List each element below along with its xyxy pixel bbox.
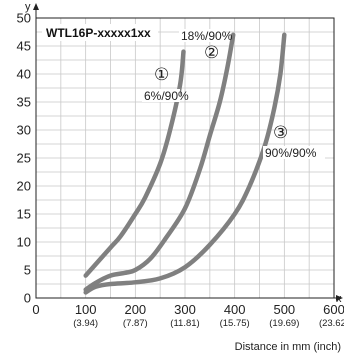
x-tick-label: 100 [75,302,97,317]
frame-layer [33,3,343,301]
x-axis-arrow [336,295,343,301]
y-tick-label: 40 [17,67,31,82]
y-tick-label: 15 [17,207,31,222]
y-axis-arrow [33,3,39,10]
y-tick-label: 45 [17,39,31,54]
y-tick-label: 5 [24,263,31,278]
x-axis-label: Distance in mm (inch) [235,341,341,353]
series-2-line [83,32,236,292]
y-tick-label: 0 [24,291,31,306]
series-2-marker: ② [204,43,219,63]
x-tick-label: 600 [323,302,344,317]
y-tick-label: 30 [17,123,31,138]
chart-title: WTL16P-xxxxx1xx [46,26,151,40]
series-3-annotation-bg [263,146,325,159]
series-layer [83,32,287,295]
series-2-annotation-bg [179,29,225,42]
x-tick-label: 300 [174,302,196,317]
series-1-annotation-bg [142,89,180,102]
series-3-annotation: 90%/90% [265,146,317,160]
x-tick-sublabel: (11.81) [170,318,199,329]
series-2-annotation: 18%/90% [181,29,233,43]
series-1-line [83,49,186,278]
title-background [42,24,158,41]
x-tick-sublabel: (19.69) [269,318,299,329]
x-tick-label: 500 [273,302,295,317]
x-tick-label: 200 [124,302,146,317]
x-tick-sublabel: (15.75) [220,318,250,329]
x-axis-letter: x [336,293,342,305]
x-tick-sublabel: (23.62) [319,318,344,329]
y-tick-label: 25 [17,151,31,166]
y-tick-label: 35 [17,95,31,110]
x-tick-sublabel: (3.94) [73,318,98,329]
x-tick-sublabel: (7.87) [123,318,148,329]
y-axis-letter: y [25,1,31,13]
series-3-line [83,32,287,295]
series-1-annotation: 6%/90% [144,89,189,103]
y-tick-label: 10 [17,235,31,250]
series-1-marker: ① [154,65,169,85]
y-tick-label: 50 [17,11,31,26]
x-tick-label: 0 [32,302,39,317]
series-3-marker: ③ [273,123,288,143]
x-tick-label: 400 [224,302,246,317]
y-tick-label: 20 [17,179,31,194]
